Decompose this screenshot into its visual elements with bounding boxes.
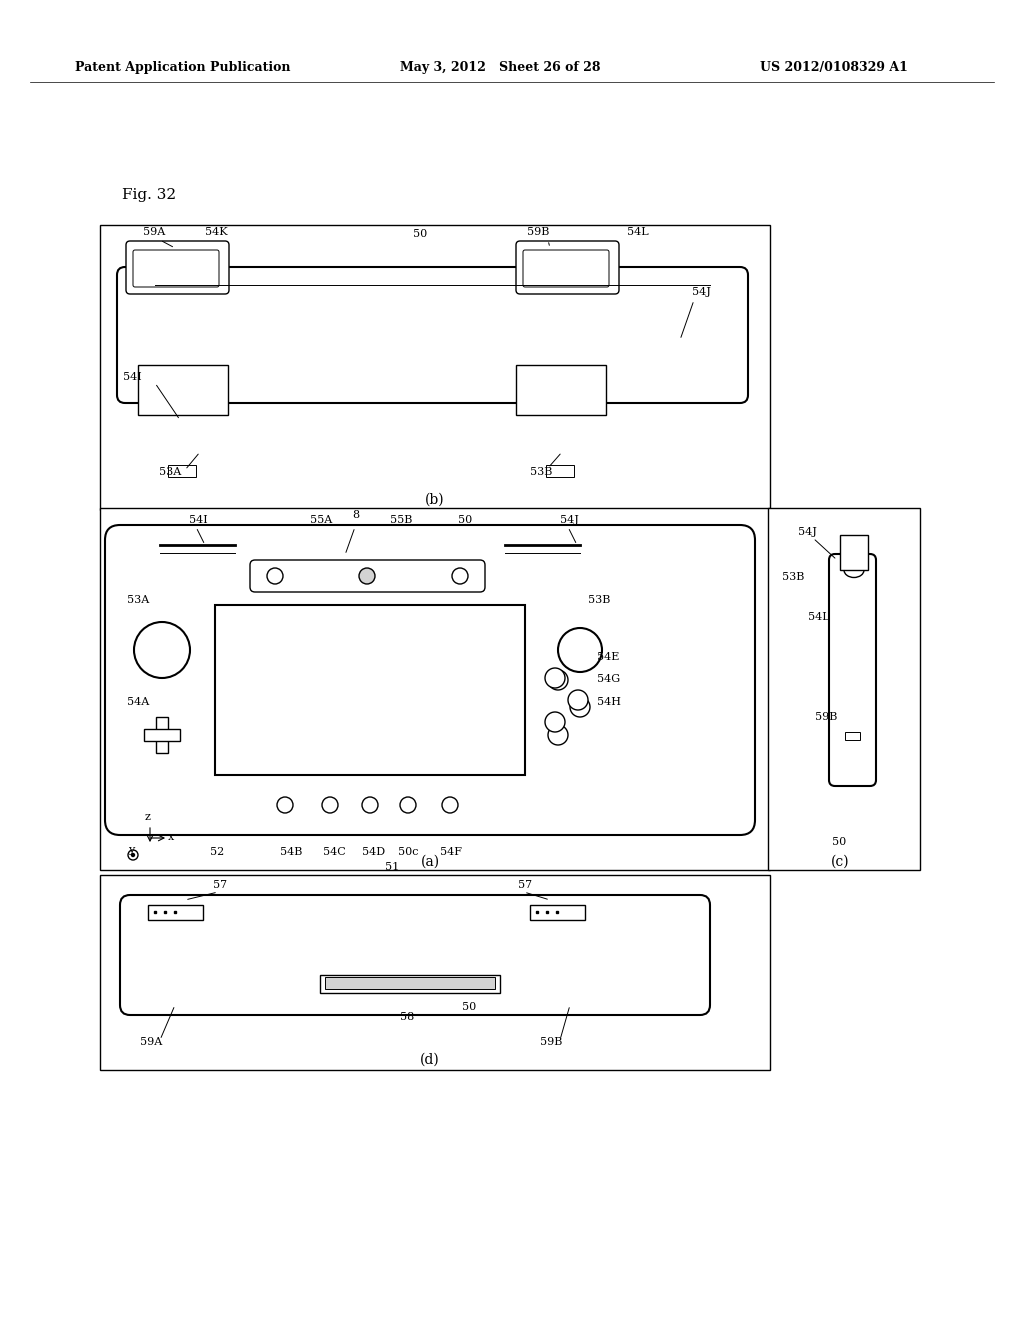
- FancyBboxPatch shape: [126, 242, 229, 294]
- Text: 53A: 53A: [127, 595, 150, 605]
- Bar: [768, 508, 920, 870]
- Text: 59B: 59B: [540, 1038, 562, 1047]
- Circle shape: [134, 622, 190, 678]
- Text: 58: 58: [400, 1012, 415, 1022]
- Text: 50: 50: [831, 837, 846, 847]
- Text: 50c: 50c: [398, 847, 419, 857]
- Circle shape: [322, 797, 338, 813]
- Text: 53B: 53B: [530, 467, 552, 477]
- Text: 51: 51: [385, 862, 399, 873]
- Circle shape: [452, 568, 468, 583]
- Text: 53A: 53A: [159, 467, 181, 477]
- Circle shape: [359, 568, 375, 583]
- Text: 50: 50: [413, 228, 427, 239]
- Bar: [215, 605, 525, 775]
- Text: 54F: 54F: [440, 847, 462, 857]
- Circle shape: [278, 797, 293, 813]
- FancyBboxPatch shape: [133, 249, 219, 286]
- Bar: [138, 366, 228, 414]
- Circle shape: [267, 568, 283, 583]
- Bar: [168, 465, 196, 477]
- Text: 55A: 55A: [310, 515, 332, 525]
- Circle shape: [362, 797, 378, 813]
- Text: 59B: 59B: [815, 711, 838, 722]
- Text: 52: 52: [210, 847, 224, 857]
- Circle shape: [548, 671, 568, 690]
- Text: 54L: 54L: [808, 612, 829, 622]
- Text: 53B: 53B: [782, 572, 805, 582]
- Text: 54A: 54A: [127, 697, 150, 708]
- Text: 54D: 54D: [362, 847, 385, 857]
- Text: 8: 8: [352, 510, 359, 520]
- Text: (c): (c): [830, 855, 849, 869]
- Text: 55B: 55B: [390, 515, 413, 525]
- Text: Patent Application Publication: Patent Application Publication: [75, 62, 291, 74]
- Text: May 3, 2012   Sheet 26 of 28: May 3, 2012 Sheet 26 of 28: [400, 62, 600, 74]
- Text: 59B: 59B: [527, 227, 549, 238]
- Bar: [100, 508, 770, 870]
- Text: 54L: 54L: [627, 227, 648, 238]
- Text: 57: 57: [213, 880, 227, 890]
- FancyBboxPatch shape: [516, 242, 618, 294]
- Bar: [845, 733, 860, 741]
- Text: 54I: 54I: [189, 515, 208, 525]
- Bar: [144, 729, 180, 741]
- Circle shape: [131, 854, 134, 857]
- Circle shape: [545, 711, 565, 733]
- FancyBboxPatch shape: [829, 554, 876, 785]
- Bar: [516, 366, 606, 414]
- Bar: [156, 717, 168, 752]
- FancyBboxPatch shape: [523, 249, 609, 286]
- Bar: [100, 224, 770, 510]
- Circle shape: [570, 697, 590, 717]
- Text: 54J: 54J: [560, 515, 579, 525]
- Circle shape: [548, 725, 568, 744]
- Bar: [148, 906, 203, 920]
- Bar: [325, 977, 495, 989]
- Bar: [530, 906, 585, 920]
- Bar: [100, 875, 770, 1071]
- Text: 54J: 54J: [798, 527, 817, 537]
- Text: (d): (d): [420, 1053, 440, 1067]
- Text: (b): (b): [425, 492, 444, 507]
- Circle shape: [568, 690, 588, 710]
- Text: 50: 50: [458, 515, 472, 525]
- FancyBboxPatch shape: [250, 560, 485, 591]
- Text: 53B: 53B: [588, 595, 610, 605]
- Text: y: y: [128, 845, 134, 855]
- Text: 54C: 54C: [323, 847, 346, 857]
- FancyBboxPatch shape: [105, 525, 755, 836]
- Circle shape: [400, 797, 416, 813]
- Circle shape: [128, 850, 138, 861]
- Text: 59A: 59A: [143, 227, 165, 238]
- Text: 57: 57: [518, 880, 532, 890]
- Text: 59A: 59A: [140, 1038, 162, 1047]
- Text: x: x: [168, 832, 174, 842]
- Text: 54J: 54J: [692, 286, 711, 297]
- Text: US 2012/0108329 A1: US 2012/0108329 A1: [760, 62, 908, 74]
- Text: 54I: 54I: [123, 372, 141, 381]
- Text: 54E: 54E: [597, 652, 620, 663]
- Circle shape: [558, 628, 602, 672]
- Text: 50: 50: [462, 1002, 476, 1012]
- Text: Fig. 32: Fig. 32: [122, 187, 176, 202]
- FancyBboxPatch shape: [120, 895, 710, 1015]
- Bar: [546, 465, 574, 477]
- Text: 54K: 54K: [205, 227, 227, 238]
- Text: 54B: 54B: [280, 847, 302, 857]
- Circle shape: [442, 797, 458, 813]
- Text: 54H: 54H: [597, 697, 621, 708]
- Text: (a): (a): [421, 855, 439, 869]
- Bar: [319, 975, 500, 993]
- Text: z: z: [145, 812, 151, 822]
- Circle shape: [545, 668, 565, 688]
- FancyBboxPatch shape: [117, 267, 748, 403]
- Bar: [840, 535, 868, 570]
- Text: 54G: 54G: [597, 675, 621, 684]
